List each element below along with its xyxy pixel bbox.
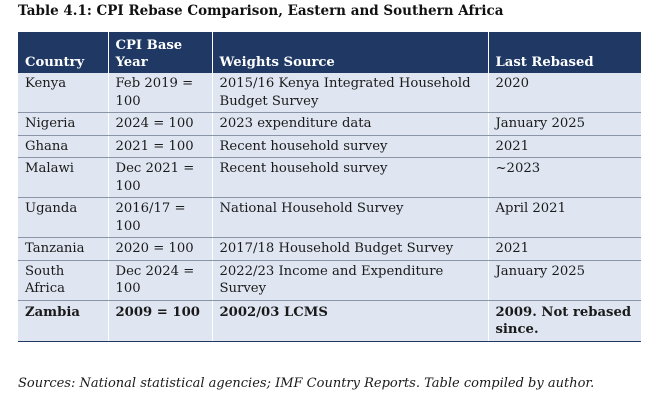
cell-country: Ghana	[18, 135, 109, 158]
cell-country: South Africa	[18, 260, 109, 301]
cell-weights-source: 2022/23 Income and Expenditure Survey	[212, 260, 489, 301]
cell-base-year: 2021 = 100	[108, 135, 213, 158]
cell-country: Nigeria	[18, 112, 109, 136]
cell-weights-source: Recent household survey	[212, 157, 489, 198]
table-row: Tanzania 2020 = 100 2017/18 Household Bu…	[18, 237, 641, 261]
cell-last-rebased: 2021	[488, 135, 641, 158]
header-row: Country CPI Base Year Weights Source Las…	[18, 32, 641, 73]
cell-base-year: Dec 2021 = 100	[108, 157, 213, 198]
cell-weights-source: 2002/03 LCMS	[212, 300, 489, 342]
cell-last-rebased: January 2025	[488, 112, 641, 136]
sources-footnote: Sources: National statistical agencies; …	[18, 376, 595, 391]
cell-weights-source: 2017/18 Household Budget Survey	[212, 237, 489, 261]
cpi-rebase-table: Country CPI Base Year Weights Source Las…	[18, 32, 641, 342]
cell-country: Tanzania	[18, 237, 109, 261]
cell-last-rebased: 2020	[488, 73, 641, 113]
cell-base-year: 2016/17 = 100	[108, 197, 213, 238]
table-row: Malawi Dec 2021 = 100 Recent household s…	[18, 157, 641, 198]
table-caption: Table 4.1: CPI Rebase Comparison, Easter…	[18, 3, 504, 19]
cell-weights-source: 2015/16 Kenya Integrated Household Budge…	[212, 73, 489, 113]
cell-last-rebased: 2021	[488, 237, 641, 261]
cell-weights-source: 2023 expenditure data	[212, 112, 489, 136]
cell-country: Uganda	[18, 197, 109, 238]
header-country: Country	[18, 32, 109, 73]
header-weights-source: Weights Source	[212, 32, 489, 73]
cell-weights-source: Recent household survey	[212, 135, 489, 158]
cell-country: Zambia	[18, 300, 109, 342]
cell-base-year: 2009 = 100	[108, 300, 213, 342]
cell-base-year: 2024 = 100	[108, 112, 213, 136]
cell-base-year: Feb 2019 = 100	[108, 73, 213, 113]
cell-last-rebased: ~2023	[488, 157, 641, 198]
cell-last-rebased: 2009. Not rebased since.	[488, 300, 641, 342]
header-cpi-base-year: CPI Base Year	[108, 32, 213, 73]
cell-base-year: Dec 2024 = 100	[108, 260, 213, 301]
cell-weights-source: National Household Survey	[212, 197, 489, 238]
table-row: Uganda 2016/17 = 100 National Household …	[18, 197, 641, 238]
cell-last-rebased: January 2025	[488, 260, 641, 301]
header-last-rebased: Last Rebased	[488, 32, 641, 73]
table-row: Nigeria 2024 = 100 2023 expenditure data…	[18, 112, 641, 136]
cell-last-rebased: April 2021	[488, 197, 641, 238]
cell-country: Malawi	[18, 157, 109, 198]
table-row: Kenya Feb 2019 = 100 2015/16 Kenya Integ…	[18, 73, 641, 113]
table-row: Ghana 2021 = 100 Recent household survey…	[18, 135, 641, 158]
cell-base-year: 2020 = 100	[108, 237, 213, 261]
table-row: South Africa Dec 2024 = 100 2022/23 Inco…	[18, 260, 641, 301]
cell-country: Kenya	[18, 73, 109, 113]
table-row-highlighted: Zambia 2009 = 100 2002/03 LCMS 2009. Not…	[18, 300, 641, 342]
